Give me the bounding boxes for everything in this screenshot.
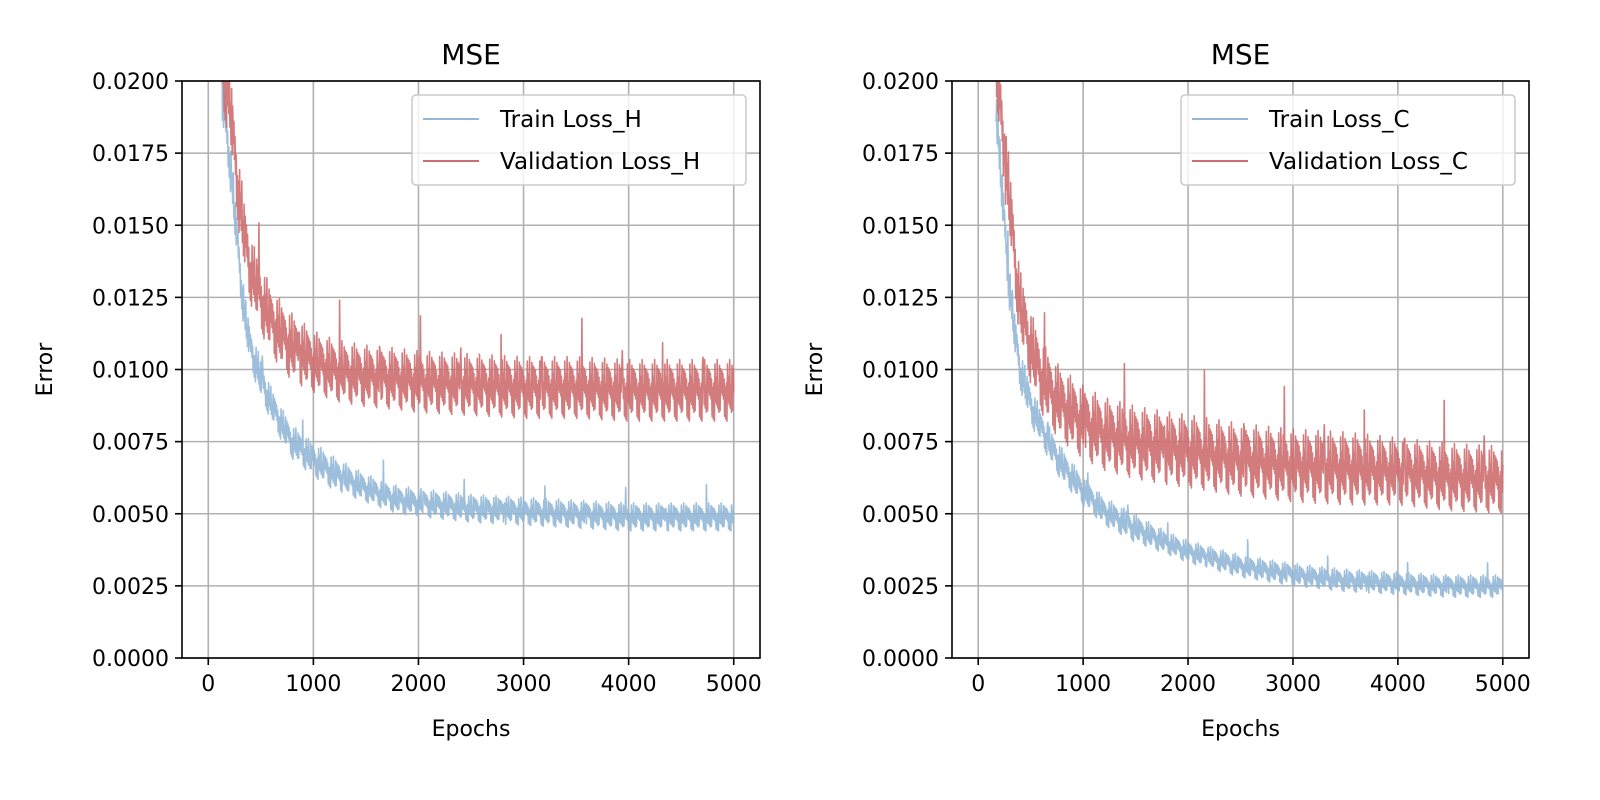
train-loss-line [995, 99, 1504, 599]
y-axis-label: Error [33, 342, 58, 397]
x-axis-label: Epochs [432, 717, 511, 742]
y-tick-label: 0.0125 [92, 286, 169, 311]
x-tick-label: 2000 [390, 672, 446, 697]
validation-loss-legend-label: Validation Loss_H [500, 149, 700, 175]
y-tick-label: 0.0000 [862, 647, 939, 672]
x-tick-label: 5000 [706, 672, 762, 697]
x-tick-label: 0 [971, 672, 985, 697]
y-tick-label: 0.0175 [862, 142, 939, 167]
x-tick-label: 1000 [285, 672, 341, 697]
y-tick-label: 0.0075 [862, 431, 939, 456]
chart-title: MSE [441, 38, 501, 71]
y-tick-label: 0.0050 [862, 503, 939, 528]
train-loss-legend-label: Train Loss_H [499, 107, 642, 133]
validation-loss-legend-label: Validation Loss_C [1269, 149, 1468, 175]
x-tick-label: 5000 [1475, 672, 1531, 697]
y-tick-label: 0.0150 [92, 214, 169, 239]
y-tick-label: 0.0125 [862, 286, 939, 311]
validation-loss-line [995, 81, 1504, 515]
x-tick-label: 4000 [1370, 672, 1426, 697]
y-tick-label: 0.0150 [862, 214, 939, 239]
x-tick-label: 4000 [601, 672, 657, 697]
x-tick-label: 3000 [1265, 672, 1321, 697]
chart-title: MSE [1211, 38, 1271, 71]
legend: Train Loss_H Validation Loss_H [411, 94, 747, 186]
y-tick-label: 0.0175 [92, 142, 169, 167]
legend-box [1180, 94, 1516, 186]
y-tick-label: 0.0025 [862, 575, 939, 600]
legend: Train Loss_C Validation Loss_C [1180, 94, 1516, 186]
y-tick-label: 0.0100 [92, 359, 169, 384]
y-tick-label: 0.0100 [862, 359, 939, 384]
train-loss-legend-label: Train Loss_C [1268, 107, 1410, 133]
left-chart-panel: 0 1000 2000 3000 4000 5000 0.0000 0.0025 0.0050 0… [33, 38, 762, 742]
plot-area [995, 81, 1504, 599]
y-axis-label: Error [803, 342, 828, 397]
y-tick-label: 0.0000 [92, 647, 169, 672]
plot-area [221, 81, 735, 532]
y-tick-label: 0.0025 [92, 575, 169, 600]
y-tick-label: 0.0200 [92, 70, 169, 95]
right-chart-panel: 0 1000 2000 3000 4000 5000 0.0000 0.0025 0.0050 0… [803, 38, 1531, 742]
legend-box [411, 94, 747, 186]
x-tick-label: 1000 [1055, 672, 1111, 697]
train-loss-line [221, 81, 735, 532]
x-tick-label: 2000 [1160, 672, 1216, 697]
y-tick-label: 0.0050 [92, 503, 169, 528]
validation-loss-line [222, 81, 735, 422]
y-tick-label: 0.0075 [92, 431, 169, 456]
x-axis-label: Epochs [1201, 717, 1280, 742]
x-tick-label: 3000 [496, 672, 552, 697]
y-tick-label: 0.0200 [862, 70, 939, 95]
x-tick-label: 0 [201, 672, 215, 697]
